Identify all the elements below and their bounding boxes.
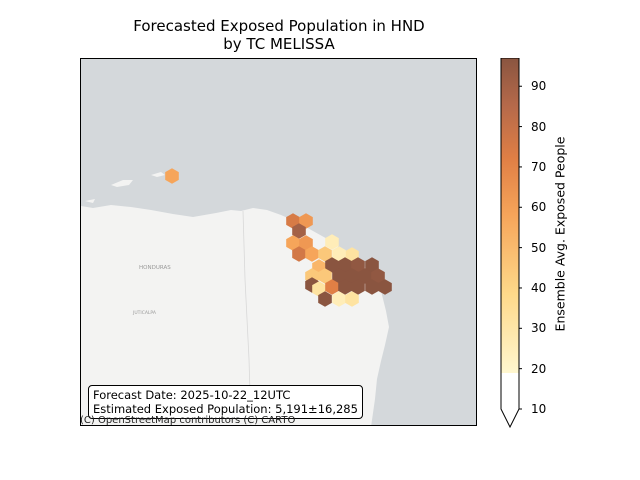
colorbar-low-segment (501, 373, 519, 409)
exposure-hexbins (165, 168, 392, 307)
hexbin-cell (332, 291, 346, 307)
place-label-juticalpa: JUTICALPA (132, 310, 157, 316)
colorbar-tick-label: 40 (531, 280, 547, 295)
colorbar (500, 58, 522, 429)
hexbin-cell (332, 268, 346, 284)
basemap: HONDURAS JUTICALPA (81, 168, 392, 425)
map-attribution: (C) OpenStreetMap contributors (C) CARTO (80, 415, 296, 426)
hexbin-cell (286, 235, 300, 251)
island-east (151, 172, 165, 177)
hexbin-cell (345, 291, 359, 307)
hexbin-cell (365, 257, 379, 273)
hexbin-cell (351, 257, 365, 273)
hexbin-cell (292, 246, 306, 262)
hexbin-cell (299, 235, 313, 251)
hexbin-cell (345, 268, 359, 284)
colorbar-gradient (501, 58, 519, 373)
hexbin-cell (378, 279, 392, 295)
colorbar-tick-label: 90 (531, 79, 547, 94)
hexbin-cell (299, 213, 313, 229)
colorbar-tick-label: 50 (531, 240, 547, 255)
forecast-info-box: Forecast Date: 2025-10-22_12UTC Estimate… (88, 385, 363, 419)
colorbar-outline (500, 58, 520, 429)
hexbin-cell (325, 257, 339, 273)
colorbar-tick-label: 30 (531, 321, 547, 336)
hexbin-cell (351, 279, 365, 295)
map-panel[interactable]: HONDURAS JUTICALPA (80, 58, 477, 426)
map-title: Forecasted Exposed Population in HND by … (80, 17, 478, 53)
hexbin-cell (165, 168, 179, 184)
hexbin-cell (325, 279, 339, 295)
small-island (85, 199, 95, 203)
colorbar-label: Ensemble Avg. Exposed People (552, 136, 568, 332)
title-line-1: Forecasted Exposed Population in HND (133, 17, 425, 35)
place-label-honduras: HONDURAS (139, 265, 171, 271)
colorbar-tick-label: 80 (531, 119, 547, 134)
forecast-date-text: Forecast Date: 2025-10-22_12UTC (93, 388, 291, 402)
hexbin-cell (365, 279, 379, 295)
colorbar-tick-label: 60 (531, 200, 547, 215)
title-line-2: by TC MELISSA (223, 35, 335, 53)
hexbin-cell (332, 246, 346, 262)
hexbin-cell (338, 279, 352, 295)
colorbar-tick-label: 10 (531, 402, 547, 416)
hexbin-cell (318, 291, 332, 307)
hexbin-cell (292, 223, 306, 239)
hexbin-cell (338, 257, 352, 273)
exposed-population-text: Estimated Exposed Population: 5,191±16,2… (93, 402, 358, 416)
hexbin-cell (371, 268, 385, 284)
hexbin-cell (305, 246, 319, 262)
colorbar-tick-label: 20 (531, 361, 547, 376)
colorbar-tick-label: 70 (531, 159, 547, 174)
hexbin-cell (325, 234, 339, 250)
colorbar-tick-marks (519, 85, 522, 410)
hexbin-cell (318, 268, 332, 284)
island (111, 180, 133, 187)
hexbin-cell (358, 268, 372, 284)
hexbin-cell (318, 246, 332, 262)
